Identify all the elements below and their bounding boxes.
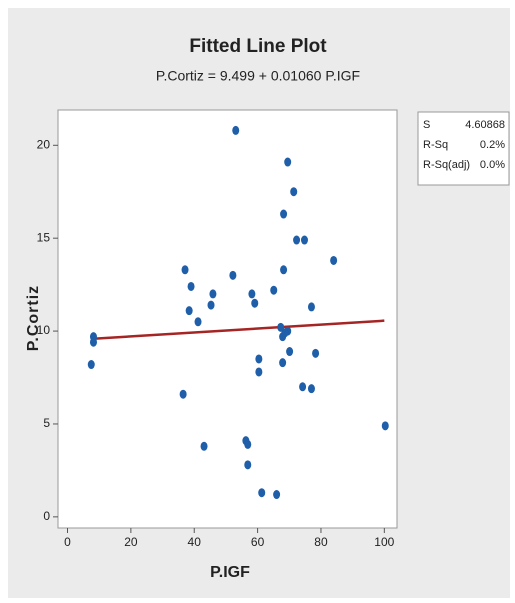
point — [255, 354, 263, 364]
point — [179, 389, 187, 399]
point — [307, 302, 315, 312]
point — [284, 157, 292, 167]
point — [273, 490, 281, 500]
point — [270, 285, 278, 295]
chart-subtitle: P.Cortiz = 9.499 + 0.01060 P.IGF — [156, 68, 360, 84]
point — [229, 270, 237, 280]
point — [277, 322, 285, 332]
stat-value: 0.2% — [480, 139, 505, 151]
point — [185, 306, 193, 316]
x-tick-label: 40 — [188, 535, 202, 549]
y-tick-label: 5 — [43, 416, 50, 430]
point — [248, 289, 256, 299]
point — [312, 348, 320, 358]
point — [181, 265, 189, 275]
point — [307, 384, 315, 394]
stats-box — [417, 111, 510, 186]
stat-value: 0.0% — [480, 159, 505, 171]
y-tick-label: 0 — [43, 509, 50, 523]
point — [290, 187, 298, 197]
x-axis-label: P.IGF — [210, 564, 250, 581]
y-tick-label: 15 — [37, 230, 51, 244]
point — [286, 347, 294, 357]
point — [330, 255, 338, 265]
point — [381, 421, 389, 431]
x-tick-label: 80 — [314, 535, 328, 549]
point — [279, 358, 287, 368]
x-tick-label: 0 — [64, 535, 71, 549]
x-tick-label: 100 — [374, 535, 394, 549]
point — [200, 441, 208, 451]
point — [89, 337, 97, 347]
point — [187, 281, 195, 291]
fit-line — [91, 319, 385, 341]
point — [244, 460, 252, 470]
point — [299, 382, 307, 392]
stat-label: S — [423, 119, 430, 131]
point — [300, 235, 308, 245]
x-tick-label: 20 — [124, 535, 138, 549]
point — [87, 360, 95, 370]
point — [280, 209, 288, 219]
y-tick-label: 20 — [37, 137, 51, 151]
chart-title: Fitted Line Plot — [189, 36, 327, 57]
y-tick-label: 10 — [37, 323, 51, 337]
point — [244, 439, 252, 449]
point — [293, 235, 301, 245]
stat-value: 4.60868 — [465, 119, 505, 131]
point — [281, 328, 289, 338]
x-tick-label: 60 — [251, 535, 265, 549]
point — [194, 317, 202, 327]
point — [207, 300, 215, 310]
plot-area — [57, 109, 398, 529]
point — [280, 265, 288, 275]
stat-label: R-Sq — [423, 139, 448, 151]
point — [258, 488, 266, 498]
stat-label: R-Sq(adj) — [423, 159, 470, 171]
point — [209, 289, 217, 299]
point — [232, 125, 240, 135]
point — [251, 298, 259, 308]
y-axis-label: P.Cortiz — [25, 285, 42, 351]
point — [255, 367, 263, 377]
